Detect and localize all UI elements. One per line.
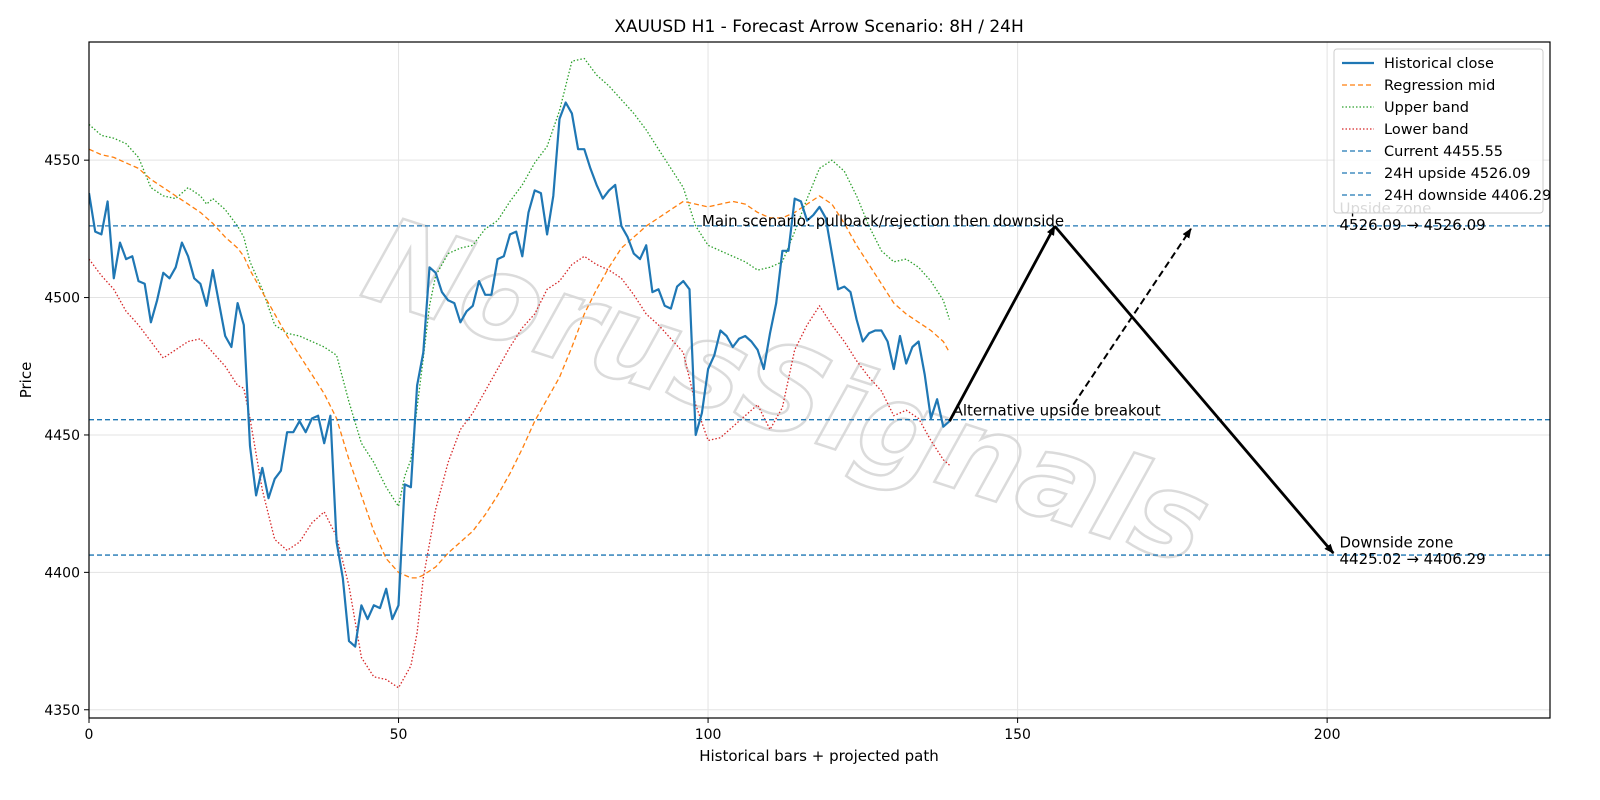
x-tick-label: 0 — [85, 727, 94, 743]
y-tick-label: 4350 — [44, 703, 80, 719]
grid — [88, 42, 1550, 718]
x-axis: 0 50 100 150 200 — [85, 718, 1341, 743]
legend-label: Current 4455.55 — [1384, 144, 1503, 160]
legend-label: 24H upside 4526.09 — [1384, 166, 1531, 182]
legend-label: Upper band — [1384, 100, 1469, 116]
x-axis-label: Historical bars + projected path — [699, 747, 939, 765]
x-tick-label: 150 — [1004, 727, 1031, 743]
x-tick-label: 200 — [1314, 727, 1341, 743]
legend: Historical close Regression mid Upper band… — [1333, 48, 1551, 214]
x-tick-label: 50 — [390, 727, 408, 743]
legend-label: 24H downside 4406.29 — [1384, 188, 1551, 204]
arrow-layer — [948, 225, 1335, 555]
series-line-historical-close — [89, 101, 951, 648]
legend-box — [1333, 48, 1544, 214]
legend-label: Lower band — [1384, 122, 1469, 138]
legend-label: Historical close — [1384, 56, 1494, 72]
y-tick-label: 4500 — [44, 291, 80, 307]
annotation-1: Alternative upside breakout — [953, 402, 1161, 420]
y-tick-label: 4450 — [44, 428, 80, 444]
plot-frame — [88, 41, 1551, 719]
legend-label: Regression mid — [1384, 78, 1495, 94]
arrow-alt-up — [1072, 228, 1192, 406]
annotation-5: 4425.02 → 4406.29 — [1340, 550, 1486, 568]
annotation-0: Main scenario: pullback/rejection then d… — [702, 212, 1064, 230]
x-tick-label: 100 — [695, 727, 722, 743]
annotation-3: 4526.09 → 4526.09 — [1340, 216, 1486, 234]
series-layer — [89, 57, 951, 689]
y-axis-label: Price — [17, 362, 35, 399]
hline-layer — [89, 225, 1550, 556]
y-tick-label: 4400 — [44, 565, 80, 581]
chart-title: XAUUSD H1 - Forecast Arrow Scenario: 8H … — [614, 17, 1024, 37]
arrow-main-up — [948, 225, 1056, 422]
y-axis: 4350 4400 4450 4500 4550 — [44, 153, 89, 719]
y-tick-label: 4550 — [44, 153, 80, 169]
annotation-4: Downside zone — [1340, 534, 1454, 552]
arrow-main-down — [1053, 225, 1335, 555]
